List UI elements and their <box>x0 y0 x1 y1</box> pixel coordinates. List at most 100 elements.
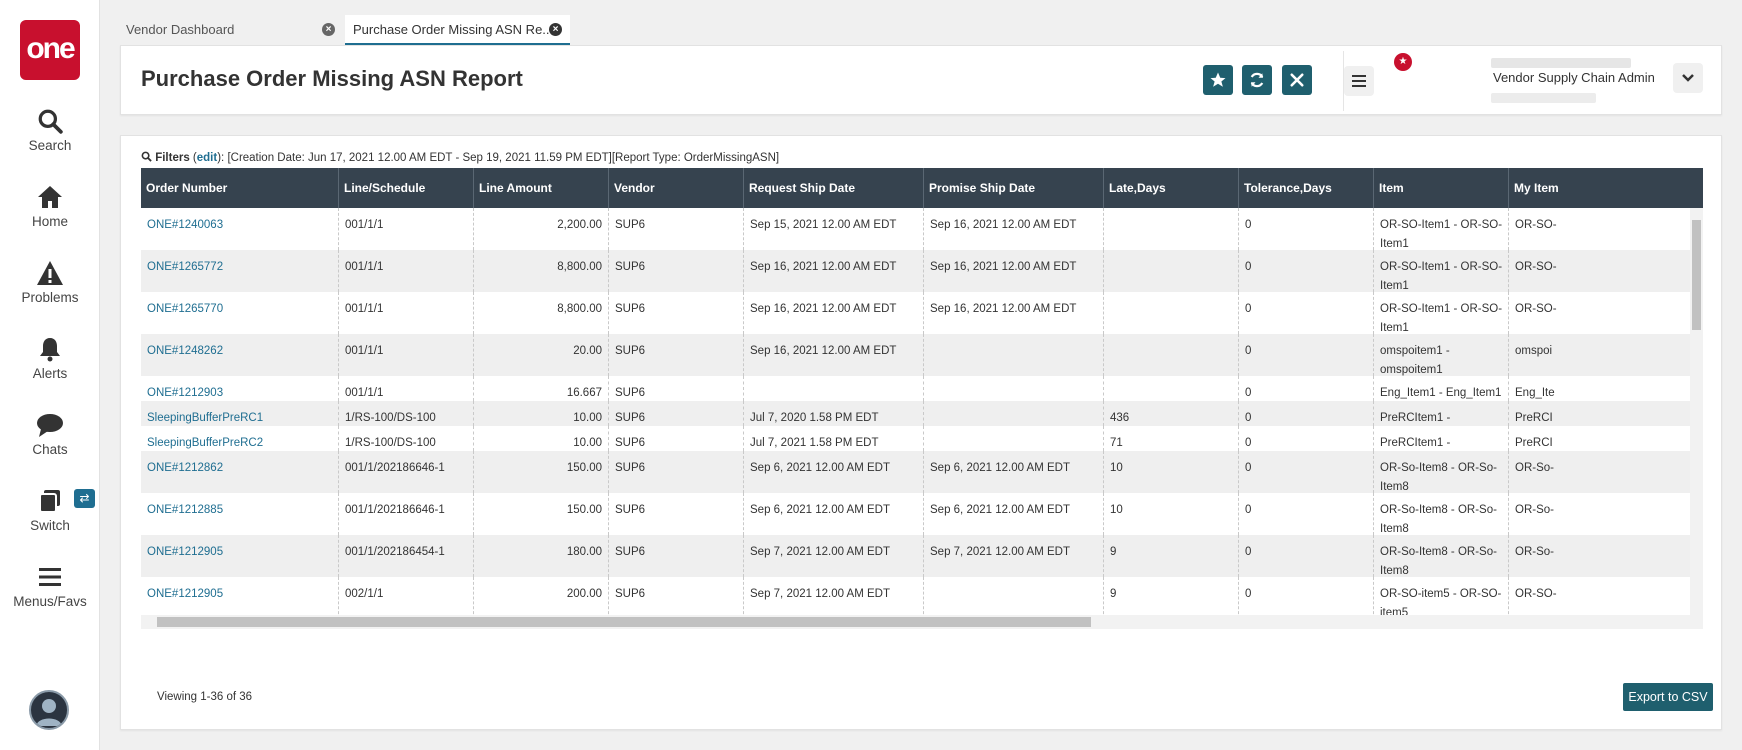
tab-po-missing-asn[interactable]: Purchase Order Missing ASN Re... × <box>345 15 570 45</box>
cell-promise-ship-date <box>924 401 1104 426</box>
page-header: Purchase Order Missing ASN Report ★ Vend… <box>120 45 1722 115</box>
star-icon <box>1210 72 1226 87</box>
bell-icon <box>40 338 60 362</box>
cell-my-item: OR-So- <box>1509 535 1703 577</box>
sidebar: one Search Home Problems Alerts Chats Sw… <box>0 0 100 750</box>
column-header-line-schedule[interactable]: Line/Schedule <box>339 168 474 208</box>
list-icon <box>1352 75 1366 87</box>
nav-home[interactable]: Home <box>0 184 100 229</box>
favorite-button[interactable] <box>1203 65 1233 95</box>
vertical-scroll-thumb[interactable] <box>1692 220 1701 330</box>
cell-tolerance-days: 0 <box>1239 451 1374 493</box>
vertical-scrollbar[interactable] <box>1690 208 1703 615</box>
cell-line-amount: 20.00 <box>474 334 609 376</box>
cell-vendor: SUP6 <box>609 577 744 615</box>
cell-item: omspoitem1 - omspoitem1 <box>1374 334 1509 376</box>
column-header-my-item[interactable]: My Item <box>1509 168 1703 208</box>
report-panel: Filters (edit): [Creation Date: Jun 17, … <box>120 135 1722 730</box>
warning-icon <box>37 261 63 285</box>
order-number-link[interactable]: ONE#1212885 <box>141 493 339 535</box>
cell-tolerance-days: 0 <box>1239 493 1374 535</box>
table-row[interactable]: ONE#1212903 001/1/1 16.667 SUP6 0 Eng_Item1 -… <box>141 376 1703 401</box>
cell-vendor: SUP6 <box>609 250 744 292</box>
cell-tolerance-days: 0 <box>1239 292 1374 334</box>
order-number-link[interactable]: ONE#1212903 <box>141 376 339 401</box>
nav-menus-favs[interactable]: Menus/Favs <box>0 564 100 609</box>
cell-line-schedule: 001/1/1 <box>339 292 474 334</box>
table-row[interactable]: ONE#1212905 002/1/1 200.00 SUP6 Sep 7, 2021 … <box>141 577 1703 615</box>
table-row[interactable]: ONE#1212862 001/1/202186646-1 150.00 SUP6 Se… <box>141 451 1703 493</box>
cell-promise-ship-date: Sep 6, 2021 12.00 AM EDT <box>924 493 1104 535</box>
cell-line-amount: 150.00 <box>474 493 609 535</box>
cell-late-days <box>1104 376 1239 401</box>
avatar[interactable] <box>29 690 69 730</box>
cell-line-schedule: 1/RS-100/DS-100 <box>339 426 474 451</box>
order-number-link[interactable]: ONE#1248262 <box>141 334 339 376</box>
column-header-line-amount[interactable]: Line Amount <box>474 168 609 208</box>
cell-item: Eng_Item1 - Eng_Item1 <box>1374 376 1509 401</box>
cell-item: OR-SO-Item1 - OR-SO-Item1 <box>1374 250 1509 292</box>
filters-edit-link[interactable]: edit <box>196 152 218 164</box>
cell-item: OR-So-Item8 - OR-So-Item8 <box>1374 493 1509 535</box>
close-icon[interactable]: × <box>549 23 562 36</box>
order-number-link[interactable]: ONE#1212905 <box>141 577 339 615</box>
cell-late-days: 10 <box>1104 493 1239 535</box>
viewing-count: Viewing 1-36 of 36 <box>157 691 253 703</box>
cell-line-amount: 2,200.00 <box>474 208 609 250</box>
order-number-link[interactable]: SleepingBufferPreRC1 <box>141 401 339 426</box>
cell-line-schedule: 001/1/1 <box>339 208 474 250</box>
cell-request-ship-date: Jul 7, 2020 1.58 PM EDT <box>744 401 924 426</box>
table-row[interactable]: ONE#1212885 001/1/202186646-1 150.00 SUP6 Se… <box>141 493 1703 535</box>
menu-icon <box>39 568 61 586</box>
table-row[interactable]: ONE#1265770 001/1/1 8,800.00 SUP6 Sep 16, 20… <box>141 292 1703 334</box>
cell-item: OR-SO-item5 - OR-SO-item5 <box>1374 577 1509 615</box>
cell-request-ship-date: Sep 6, 2021 12.00 AM EDT <box>744 493 924 535</box>
nav-menus-favs-label: Menus/Favs <box>13 594 87 609</box>
column-header-item[interactable]: Item <box>1374 168 1509 208</box>
cell-tolerance-days: 0 <box>1239 426 1374 451</box>
order-number-link[interactable]: ONE#1212862 <box>141 451 339 493</box>
refresh-button[interactable] <box>1242 65 1272 95</box>
nav-chats[interactable]: Chats <box>0 412 100 457</box>
table-row[interactable]: ONE#1248262 001/1/1 20.00 SUP6 Sep 16, 2021 … <box>141 334 1703 376</box>
favorites-badge-icon[interactable]: ★ <box>1394 53 1412 71</box>
order-number-link[interactable]: ONE#1212905 <box>141 535 339 577</box>
tab-vendor-dashboard[interactable]: Vendor Dashboard × <box>118 15 343 45</box>
close-report-button[interactable] <box>1282 65 1312 95</box>
column-header-promise-ship-date[interactable]: Promise Ship Date <box>924 168 1104 208</box>
nav-switch[interactable]: Switch <box>0 488 100 533</box>
actions-menu-button[interactable] <box>1344 66 1374 96</box>
switch-arrows-icon[interactable]: ⇄ <box>74 489 95 508</box>
horizontal-scroll-thumb[interactable] <box>157 617 1091 627</box>
table-row[interactable]: SleepingBufferPreRC2 1/RS-100/DS-100 10.00… <box>141 426 1703 451</box>
export-csv-button[interactable]: Export to CSV <box>1623 683 1713 711</box>
nav-alerts[interactable]: Alerts <box>0 336 100 381</box>
order-number-link[interactable]: SleepingBufferPreRC2 <box>141 426 339 451</box>
close-icon[interactable]: × <box>322 23 335 36</box>
horizontal-scrollbar[interactable] <box>141 615 1703 629</box>
cell-line-amount: 180.00 <box>474 535 609 577</box>
nav-problems[interactable]: Problems <box>0 260 100 305</box>
order-number-link[interactable]: ONE#1240063 <box>141 208 339 250</box>
one-logo[interactable]: one <box>20 20 80 80</box>
column-header-request-ship-date[interactable]: Request Ship Date <box>744 168 924 208</box>
order-number-link[interactable]: ONE#1265772 <box>141 250 339 292</box>
cell-promise-ship-date <box>924 376 1104 401</box>
cell-tolerance-days: 0 <box>1239 334 1374 376</box>
user-menu-button[interactable] <box>1673 63 1703 93</box>
column-header-tolerance-days[interactable]: Tolerance,Days <box>1239 168 1374 208</box>
cell-promise-ship-date: Sep 6, 2021 12.00 AM EDT <box>924 451 1104 493</box>
table-row[interactable]: ONE#1265772 001/1/1 8,800.00 SUP6 Sep 16, 20… <box>141 250 1703 292</box>
nav-search[interactable]: Search <box>0 108 100 153</box>
order-number-link[interactable]: ONE#1265770 <box>141 292 339 334</box>
table-row[interactable]: SleepingBufferPreRC1 1/RS-100/DS-100 10.00… <box>141 401 1703 426</box>
column-header-late-days[interactable]: Late,Days <box>1104 168 1239 208</box>
cell-promise-ship-date <box>924 426 1104 451</box>
cell-request-ship-date: Sep 7, 2021 12.00 AM EDT <box>744 577 924 615</box>
table-row[interactable]: ONE#1240063 001/1/1 2,200.00 SUP6 Sep 15, 20… <box>141 208 1703 250</box>
column-header-vendor[interactable]: Vendor <box>609 168 744 208</box>
table-row[interactable]: ONE#1212905 001/1/202186454-1 180.00 SUP6 Se… <box>141 535 1703 577</box>
column-header-order-number[interactable]: Order Number <box>141 168 339 208</box>
cell-request-ship-date: Sep 6, 2021 12.00 AM EDT <box>744 451 924 493</box>
cell-late-days: 9 <box>1104 535 1239 577</box>
